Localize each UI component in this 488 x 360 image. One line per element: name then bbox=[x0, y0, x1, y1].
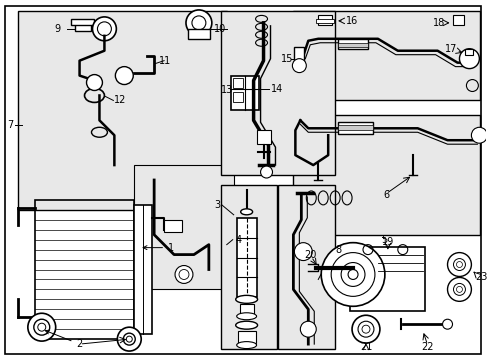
Bar bbox=[337, 125, 372, 130]
Text: 4: 4 bbox=[235, 235, 242, 245]
Bar bbox=[134, 165, 233, 289]
Bar bbox=[318, 15, 331, 25]
Ellipse shape bbox=[235, 295, 257, 303]
Text: 6: 6 bbox=[382, 190, 388, 200]
Bar bbox=[349, 247, 424, 311]
Circle shape bbox=[34, 319, 50, 335]
Bar bbox=[316, 19, 333, 23]
Text: 20: 20 bbox=[304, 249, 316, 260]
Text: 8: 8 bbox=[334, 244, 341, 255]
Circle shape bbox=[123, 333, 135, 345]
Text: 15: 15 bbox=[281, 54, 293, 64]
Bar bbox=[75, 23, 90, 31]
Circle shape bbox=[294, 243, 312, 261]
Circle shape bbox=[447, 253, 470, 276]
Circle shape bbox=[357, 321, 373, 337]
Circle shape bbox=[351, 315, 379, 343]
Ellipse shape bbox=[236, 313, 256, 320]
Bar bbox=[35, 200, 134, 339]
Bar bbox=[70, 19, 94, 25]
Circle shape bbox=[452, 283, 465, 295]
Circle shape bbox=[347, 270, 357, 279]
Circle shape bbox=[115, 67, 133, 85]
Bar bbox=[220, 185, 277, 349]
Bar bbox=[134, 205, 152, 334]
Ellipse shape bbox=[240, 209, 252, 215]
Text: 2: 2 bbox=[45, 330, 82, 349]
Bar bbox=[239, 304, 253, 314]
Bar bbox=[230, 76, 258, 111]
Text: 22: 22 bbox=[421, 342, 433, 352]
Bar bbox=[451, 15, 464, 25]
Bar bbox=[337, 43, 367, 47]
Text: 11: 11 bbox=[159, 56, 171, 66]
Circle shape bbox=[452, 258, 465, 270]
Text: 7: 7 bbox=[7, 120, 13, 130]
Bar bbox=[278, 185, 334, 349]
Circle shape bbox=[28, 313, 56, 341]
Bar bbox=[465, 49, 472, 55]
Circle shape bbox=[260, 166, 272, 178]
Bar bbox=[337, 39, 367, 49]
Text: 1: 1 bbox=[143, 243, 174, 253]
Text: 17: 17 bbox=[444, 44, 457, 54]
Circle shape bbox=[86, 75, 102, 90]
Bar bbox=[293, 115, 479, 235]
Bar bbox=[236, 218, 256, 297]
Circle shape bbox=[292, 59, 305, 73]
Circle shape bbox=[185, 10, 211, 36]
Circle shape bbox=[321, 243, 384, 306]
Text: 10: 10 bbox=[213, 24, 225, 34]
Text: 14: 14 bbox=[270, 84, 282, 94]
Bar bbox=[294, 47, 304, 65]
Bar bbox=[232, 93, 242, 103]
Bar bbox=[256, 130, 270, 144]
Text: 9: 9 bbox=[55, 24, 61, 34]
Ellipse shape bbox=[235, 321, 257, 329]
Text: 19: 19 bbox=[381, 237, 393, 247]
Circle shape bbox=[117, 327, 141, 351]
Circle shape bbox=[175, 266, 193, 283]
Text: 12: 12 bbox=[114, 95, 126, 105]
Bar bbox=[187, 29, 209, 39]
Bar bbox=[220, 11, 334, 175]
Circle shape bbox=[442, 319, 451, 329]
Bar bbox=[237, 331, 255, 343]
Bar bbox=[337, 122, 372, 134]
Text: 23: 23 bbox=[474, 273, 487, 283]
Text: 16: 16 bbox=[346, 16, 358, 26]
Bar bbox=[164, 220, 182, 232]
Circle shape bbox=[92, 17, 116, 41]
Text: 3: 3 bbox=[214, 200, 220, 210]
Circle shape bbox=[470, 127, 487, 143]
Bar bbox=[293, 11, 479, 100]
Text: 21: 21 bbox=[359, 342, 371, 352]
Circle shape bbox=[459, 49, 478, 69]
Circle shape bbox=[447, 278, 470, 301]
Text: 13: 13 bbox=[220, 85, 233, 95]
Text: 18: 18 bbox=[432, 18, 445, 28]
Circle shape bbox=[192, 16, 205, 30]
Bar bbox=[232, 77, 242, 87]
Ellipse shape bbox=[236, 342, 256, 348]
Text: 5: 5 bbox=[380, 235, 386, 245]
Circle shape bbox=[300, 321, 316, 337]
Bar bbox=[18, 11, 226, 210]
